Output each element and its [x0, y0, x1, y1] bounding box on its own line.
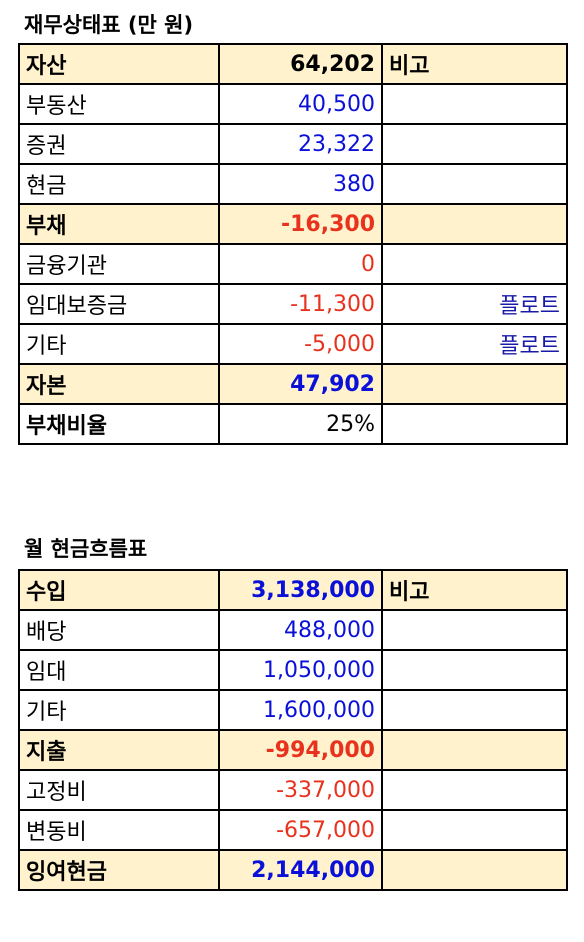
row-value[interactable]: -337,000 — [218, 769, 383, 811]
row-label[interactable]: 기타 — [18, 323, 220, 365]
row-note[interactable] — [381, 809, 568, 851]
table-row: 기타 -5,000 플로트 — [18, 323, 568, 365]
row-value[interactable]: -16,300 — [218, 203, 383, 245]
balance-sheet-table: 자산 64,202 비고 부동산 40,500 증권 23,322 현금 380… — [18, 43, 568, 445]
cash-flow-title: 월 현금흐름표 — [24, 537, 148, 561]
row-label[interactable]: 고정비 — [18, 769, 220, 811]
table-row: 변동비 -657,000 — [18, 809, 568, 851]
row-label[interactable]: 지출 — [18, 729, 220, 771]
table-row: 자본 47,902 — [18, 363, 568, 405]
row-note[interactable] — [381, 609, 568, 651]
table-row: 현금 380 — [18, 163, 568, 205]
note-header[interactable]: 비고 — [381, 569, 568, 611]
row-note[interactable]: 플로트 — [381, 323, 568, 365]
table-row: 자산 64,202 비고 — [18, 43, 568, 85]
row-label[interactable]: 배당 — [18, 609, 220, 651]
row-note[interactable] — [381, 163, 568, 205]
row-value[interactable]: 25% — [218, 403, 383, 445]
table-row: 기타 1,600,000 — [18, 689, 568, 731]
row-note[interactable] — [381, 403, 568, 445]
row-value[interactable]: 47,902 — [218, 363, 383, 405]
table-row: 임대보증금 -11,300 플로트 — [18, 283, 568, 325]
row-label[interactable]: 자본 — [18, 363, 220, 405]
row-note[interactable] — [381, 123, 568, 165]
row-label[interactable]: 변동비 — [18, 809, 220, 851]
table-row: 배당 488,000 — [18, 609, 568, 651]
table-row: 부동산 40,500 — [18, 83, 568, 125]
row-value[interactable]: 3,138,000 — [218, 569, 383, 611]
table-row: 고정비 -337,000 — [18, 769, 568, 811]
row-value[interactable]: 0 — [218, 243, 383, 285]
row-value[interactable]: 488,000 — [218, 609, 383, 651]
row-value[interactable]: 40,500 — [218, 83, 383, 125]
row-label[interactable]: 부동산 — [18, 83, 220, 125]
row-label[interactable]: 현금 — [18, 163, 220, 205]
table-row: 금융기관 0 — [18, 243, 568, 285]
row-label[interactable]: 임대보증금 — [18, 283, 220, 325]
row-note[interactable] — [381, 849, 568, 891]
row-note[interactable] — [381, 689, 568, 731]
balance-sheet-title: 재무상태표 (만 원) — [24, 13, 194, 37]
row-label[interactable]: 부채 — [18, 203, 220, 245]
row-note[interactable] — [381, 203, 568, 245]
table-row: 수입 3,138,000 비고 — [18, 569, 568, 611]
row-value[interactable]: 1,600,000 — [218, 689, 383, 731]
row-note[interactable]: 플로트 — [381, 283, 568, 325]
row-note[interactable] — [381, 243, 568, 285]
row-label[interactable]: 잉여현금 — [18, 849, 220, 891]
row-value[interactable]: -657,000 — [218, 809, 383, 851]
row-value[interactable]: 64,202 — [218, 43, 383, 85]
row-note[interactable] — [381, 83, 568, 125]
row-label[interactable]: 증권 — [18, 123, 220, 165]
table-row: 지출 -994,000 — [18, 729, 568, 771]
row-label[interactable]: 임대 — [18, 649, 220, 691]
cash-flow-table: 수입 3,138,000 비고 배당 488,000 임대 1,050,000 … — [18, 569, 568, 891]
table-row: 부채비율 25% — [18, 403, 568, 445]
row-label[interactable]: 금융기관 — [18, 243, 220, 285]
row-note[interactable] — [381, 649, 568, 691]
table-row: 잉여현금 2,144,000 — [18, 849, 568, 891]
row-label[interactable]: 기타 — [18, 689, 220, 731]
row-value[interactable]: -5,000 — [218, 323, 383, 365]
row-value[interactable]: 2,144,000 — [218, 849, 383, 891]
table-row: 부채 -16,300 — [18, 203, 568, 245]
row-value[interactable]: 1,050,000 — [218, 649, 383, 691]
row-note[interactable] — [381, 729, 568, 771]
row-label[interactable]: 자산 — [18, 43, 220, 85]
table-row: 증권 23,322 — [18, 123, 568, 165]
row-value[interactable]: 23,322 — [218, 123, 383, 165]
row-value[interactable]: 380 — [218, 163, 383, 205]
row-note[interactable] — [381, 769, 568, 811]
row-label[interactable]: 부채비율 — [18, 403, 220, 445]
row-label[interactable]: 수입 — [18, 569, 220, 611]
table-row: 임대 1,050,000 — [18, 649, 568, 691]
row-value[interactable]: -994,000 — [218, 729, 383, 771]
row-note[interactable] — [381, 363, 568, 405]
note-header[interactable]: 비고 — [381, 43, 568, 85]
row-value[interactable]: -11,300 — [218, 283, 383, 325]
